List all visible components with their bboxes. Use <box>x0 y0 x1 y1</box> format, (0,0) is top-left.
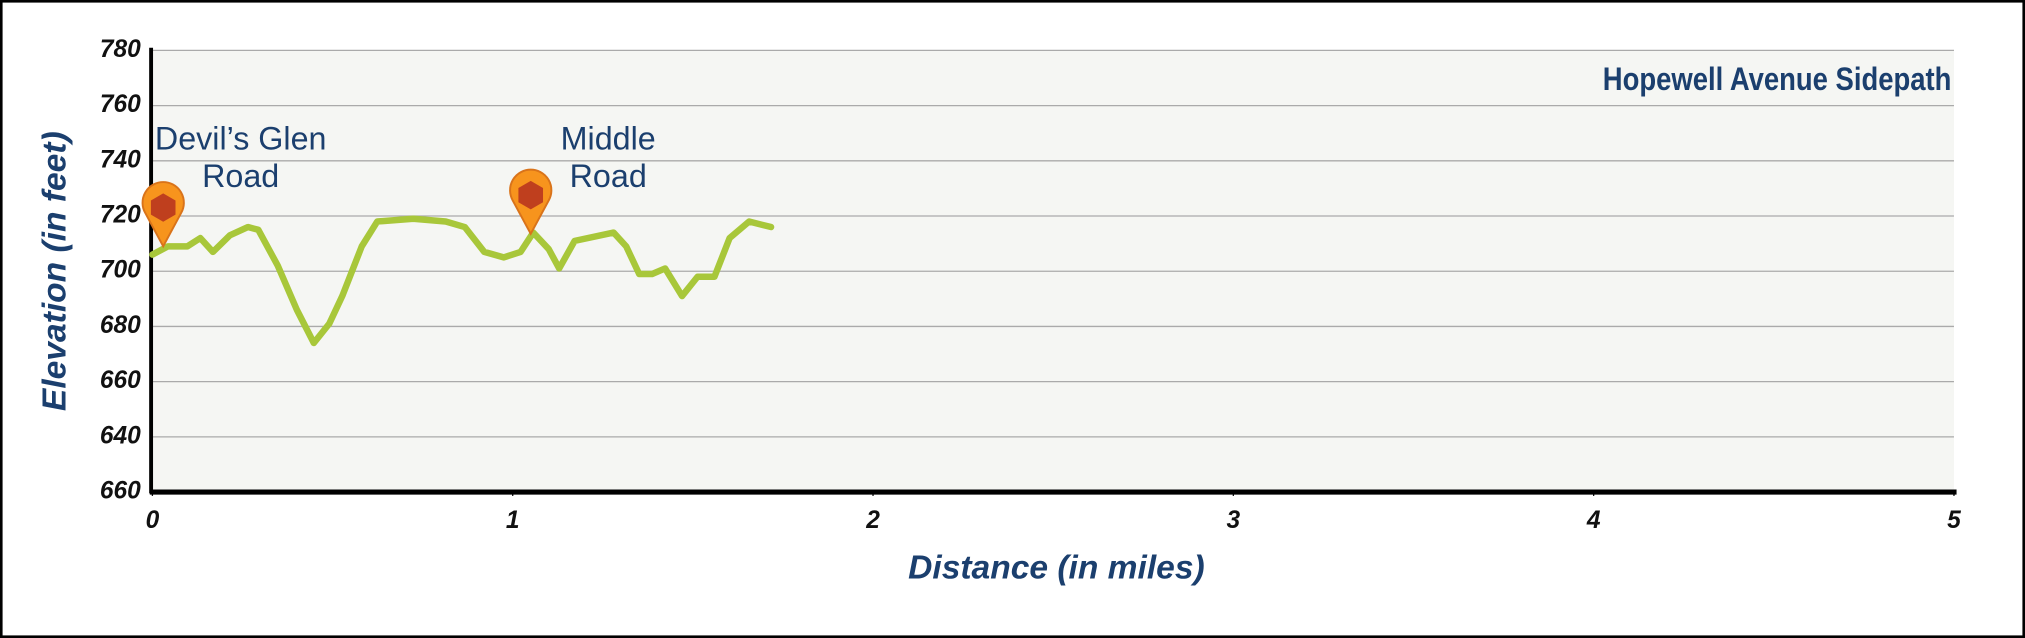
y-tick-label: 660 <box>100 367 141 394</box>
pin-center <box>150 193 176 222</box>
y-tick-label: 720 <box>100 201 141 228</box>
x-tick-label: 3 <box>1227 507 1241 534</box>
x-tick-label: 1 <box>506 507 520 534</box>
chart-title: Hopewell Avenue Sidepath <box>1603 62 1952 98</box>
x-tick-label: 0 <box>146 507 160 534</box>
y-axis-title: Elevation (in feet) <box>37 131 74 411</box>
annotation: Devil’s Glen <box>155 120 327 156</box>
x-tick-label: 5 <box>1947 507 1961 534</box>
x-tick-label: 4 <box>1586 507 1601 534</box>
annotation: Road <box>202 158 279 194</box>
pin-center <box>518 180 544 210</box>
y-tick-label: 640 <box>100 422 141 449</box>
y-tick-label: 760 <box>100 91 141 118</box>
x-axis-title: Distance (in miles) <box>908 549 1205 586</box>
y-tick-label: 780 <box>100 36 141 63</box>
y-tick-label: 660 <box>100 478 141 505</box>
annotation: Road <box>570 158 647 194</box>
x-tick-label: 2 <box>865 507 880 534</box>
y-tick-label: 700 <box>100 257 141 284</box>
elevation-line <box>149 215 775 347</box>
annotation: Middle <box>561 120 656 156</box>
y-tick-label: 680 <box>100 312 141 339</box>
y-tick-label: 740 <box>100 146 141 173</box>
